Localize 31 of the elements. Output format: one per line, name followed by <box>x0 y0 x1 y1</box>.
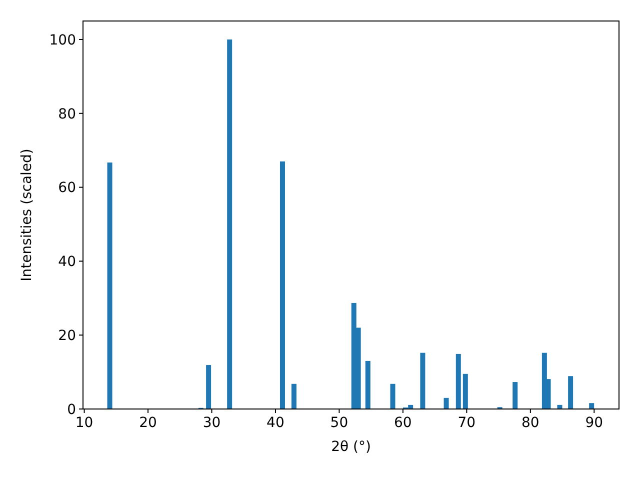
bar <box>462 374 468 409</box>
x-tick-label: 30 <box>202 415 221 431</box>
bar <box>444 398 449 409</box>
bar <box>420 352 426 409</box>
bar <box>107 162 112 409</box>
bar <box>206 365 212 409</box>
x-axis-title: 2θ (°) <box>331 439 371 455</box>
x-tick-label: 50 <box>330 415 348 431</box>
y-tick-label: 80 <box>58 106 76 122</box>
bar <box>227 39 232 409</box>
y-axis-title: Intensities (scaled) <box>19 148 35 282</box>
bar <box>456 354 461 409</box>
bar <box>390 384 396 409</box>
y-tick-label: 40 <box>58 254 76 270</box>
y-tick-label: 20 <box>58 328 76 344</box>
x-tick-label: 60 <box>394 415 412 431</box>
x-tick-label: 20 <box>139 415 157 431</box>
x-tick-label: 10 <box>75 415 94 431</box>
bar <box>365 360 370 409</box>
y-tick-label: 60 <box>58 180 76 196</box>
y-tick-label: 100 <box>49 32 76 48</box>
x-tick-label: 70 <box>458 415 476 431</box>
bar <box>291 384 296 409</box>
x-tick-label: 80 <box>521 415 540 431</box>
x-tick-label: 40 <box>266 415 284 431</box>
bar <box>512 382 518 409</box>
y-tick-label: 0 <box>67 402 76 418</box>
bar <box>589 403 594 409</box>
bar <box>568 376 574 409</box>
x-tick-label: 90 <box>585 415 604 431</box>
bar <box>280 161 285 409</box>
